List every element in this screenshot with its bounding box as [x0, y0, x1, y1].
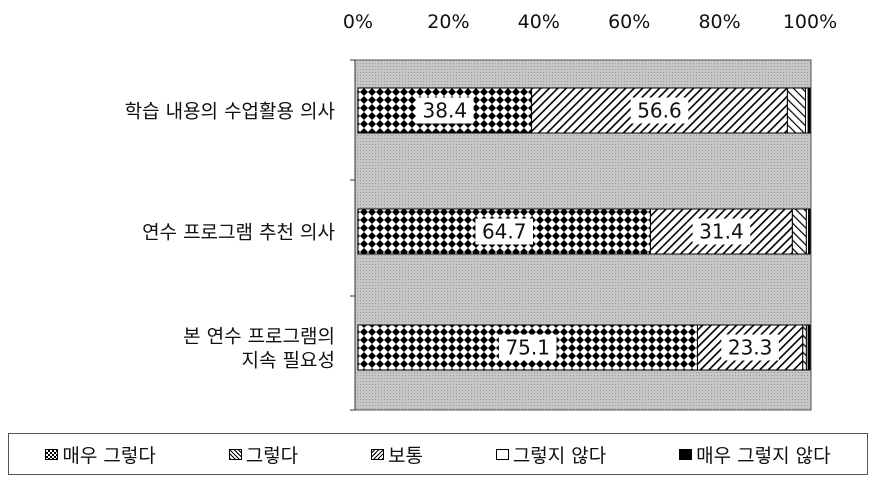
bar-segment: [786, 87, 806, 134]
bar-segment: [802, 324, 807, 371]
y-axis: [350, 59, 356, 411]
bar-segment: [808, 208, 811, 255]
data-label: 64.7: [482, 220, 527, 244]
x-tick-label: 0%: [343, 11, 373, 33]
legend-item: 매우 그렇지 않다: [679, 441, 831, 468]
x-tick-label: 100%: [783, 11, 837, 33]
bar-segment: [807, 87, 811, 134]
bar-segment: [791, 208, 807, 255]
legend-swatch: [371, 448, 385, 460]
data-label-box: [475, 218, 534, 245]
data-label-box: [692, 218, 751, 245]
legend: 매우 그렇다 그렇다 보통 그렇지 않다 매우 그렇지 않다: [8, 433, 868, 475]
category-label: 연수 프로그램 추천 의사: [142, 222, 335, 244]
data-label-box: [498, 334, 557, 361]
x-tick-label: 60%: [608, 11, 650, 33]
legend-label: 매우 그렇지 않다: [696, 444, 831, 467]
legend-item: 보통: [371, 441, 423, 468]
category-label: 지속 필요성: [242, 350, 335, 372]
legend-item: 그렇다: [228, 441, 299, 468]
category-label: 본 연수 프로그램의: [183, 326, 335, 348]
data-label: 23.3: [728, 336, 773, 360]
data-label-box: [721, 334, 779, 361]
data-label: 31.4: [699, 220, 744, 244]
data-label: 56.6: [637, 99, 682, 123]
legend-swatch: [679, 448, 693, 460]
legend-label: 보통: [388, 444, 423, 467]
x-tick-label: 40%: [518, 11, 560, 33]
x-tick-label: 20%: [427, 11, 469, 33]
data-label: 75.1: [505, 336, 550, 360]
legend-label: 그렇지 않다: [512, 444, 607, 467]
x-tick-label: 80%: [698, 11, 740, 33]
x-axis-ticks: 0% 20% 40% 60% 80% 100%: [343, 11, 837, 33]
legend-label: 매우 그렇다: [62, 444, 156, 467]
legend-swatch: [495, 448, 509, 460]
category-label: 학습 내용의 수업활용 의사: [125, 101, 335, 123]
data-label-box: [630, 97, 689, 124]
bar-segment: [807, 324, 811, 371]
legend-item: 매우 그렇다: [45, 441, 156, 468]
legend-swatch: [45, 448, 59, 460]
data-label-box: [415, 97, 474, 124]
bars: 38.4 56.6 64.7 31.4 75.1 23.3: [357, 87, 811, 371]
legend-swatch: [228, 448, 242, 460]
legend-item: 그렇지 않다: [495, 441, 607, 468]
stacked-bar-chart: 0% 20% 40% 60% 80% 100% 38.4 56.6 64.7 31.4 75.1 2…: [125, 11, 837, 411]
data-label: 38.4: [423, 99, 468, 123]
legend-label: 그렇다: [245, 444, 299, 467]
